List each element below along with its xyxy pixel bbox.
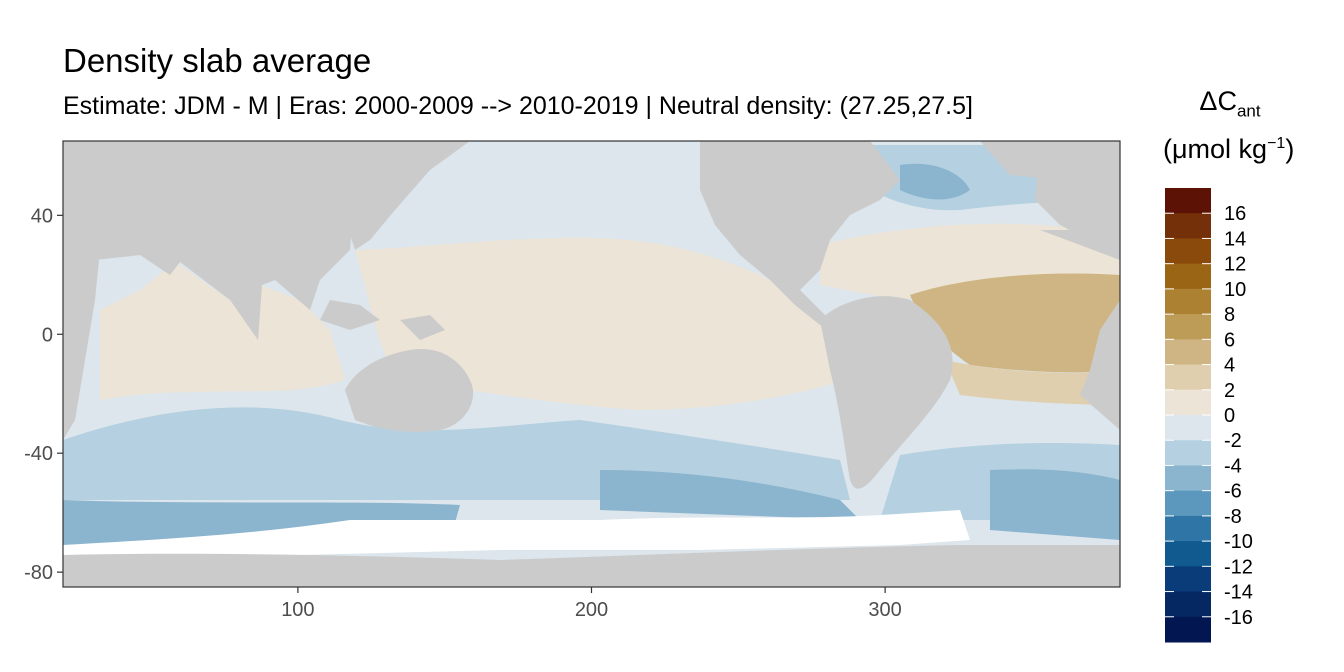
- legend-label: -12: [1224, 556, 1253, 578]
- legend-unit-sup: −1: [1267, 135, 1286, 152]
- x-tick-label: 100: [281, 599, 314, 621]
- legend-title-sub: ant: [1236, 101, 1261, 121]
- region-indian-ocean: [100, 262, 345, 400]
- legend-label: 6: [1224, 329, 1235, 351]
- x-tick-label: 300: [868, 599, 901, 621]
- legend-swatch: [1165, 389, 1211, 416]
- y-tick-label: 0: [42, 324, 53, 346]
- legend-label: 2: [1224, 380, 1235, 402]
- region-southern-ocean-deep2: [600, 470, 860, 520]
- region-south-atlantic: [945, 360, 1120, 405]
- legend-label: 8: [1224, 304, 1235, 326]
- legend-swatch: [1165, 364, 1211, 391]
- y-tick-label: -80: [24, 562, 53, 584]
- chart-title: Density slab average: [63, 42, 372, 79]
- legend-title-main: ΔC: [1199, 86, 1237, 116]
- x-tick-label: 200: [575, 599, 608, 621]
- land: [63, 141, 1120, 587]
- legend-swatch: [1165, 339, 1211, 366]
- legend-swatch: [1165, 314, 1211, 340]
- region-southern-ocean-deep3: [990, 469, 1120, 540]
- legend-label: 4: [1224, 355, 1235, 377]
- region-tropical-atlantic: [910, 273, 1120, 373]
- legend-swatch: [1165, 465, 1211, 492]
- color-legend: 16 14 12 10 8 6 4 2 0 -2 -4 -6 -8 -10 -12 -14 -16: [1165, 188, 1253, 643]
- legend-swatch: [1165, 515, 1211, 542]
- legend-title: ΔCant: [1170, 86, 1290, 121]
- legend-swatch: [1165, 213, 1211, 239]
- map-panel: [63, 141, 1120, 587]
- region-labrador-deep: [900, 163, 970, 200]
- legend-swatch: [1165, 415, 1211, 441]
- legend-swatch: [1165, 566, 1211, 593]
- legend-label: 16: [1224, 203, 1246, 225]
- legend-label: -6: [1224, 481, 1242, 503]
- legend-label: 12: [1224, 254, 1246, 276]
- y-tick-label: 40: [31, 205, 53, 227]
- legend-label: -16: [1224, 607, 1253, 629]
- legend-label: -8: [1224, 506, 1242, 528]
- legend-swatch: [1165, 490, 1211, 517]
- legend-label: -4: [1224, 455, 1242, 477]
- y-tick-label: -40: [24, 443, 53, 465]
- legend-label: 10: [1224, 279, 1246, 301]
- legend-label: 14: [1224, 228, 1246, 250]
- chart-subtitle: Estimate: JDM - M | Eras: 2000-2009 --> …: [63, 92, 973, 120]
- legend-swatch: [1165, 288, 1211, 315]
- legend-unit-prefix: (μmol kg: [1163, 134, 1268, 164]
- legend-swatch: [1165, 541, 1211, 567]
- legend-label: -14: [1224, 582, 1253, 604]
- region-tropical-pacific: [355, 237, 845, 410]
- legend-unit-suffix: ): [1285, 134, 1295, 164]
- legend-swatch: [1165, 440, 1211, 466]
- legend-label: -2: [1224, 430, 1242, 452]
- legend-label: 0: [1224, 405, 1235, 427]
- region-no-data-antarctic: [63, 510, 970, 555]
- legend-swatch: [1165, 616, 1211, 643]
- legend-swatch: [1165, 263, 1211, 290]
- legend-swatch: [1165, 188, 1211, 214]
- legend-swatch: [1165, 591, 1211, 618]
- legend-swatch: [1165, 238, 1211, 265]
- legend-label: -10: [1224, 531, 1253, 553]
- legend-unit: (μmol kg−1): [1163, 134, 1294, 165]
